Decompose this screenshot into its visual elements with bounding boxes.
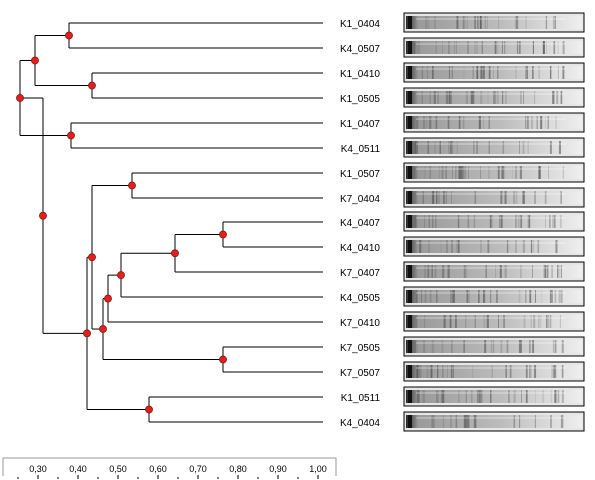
dendrogram-tree	[16, 22, 323, 423]
scale-tick-label: 0,30	[29, 464, 47, 474]
leaf-label: K7_0505	[340, 343, 380, 354]
cluster-node	[128, 181, 136, 190]
scale-tick-label: 0,70	[189, 464, 207, 474]
scale-tick-label: 0,80	[229, 464, 247, 474]
cluster-node	[31, 56, 39, 65]
gel-lane	[403, 311, 585, 332]
scale-tick-label: 0,40	[69, 464, 87, 474]
cluster-node	[67, 131, 75, 140]
leaf-label: K4_0505	[340, 293, 380, 304]
gel-lane	[403, 411, 585, 432]
leaf-label: K1_0404	[340, 19, 380, 30]
gel-lane	[403, 211, 585, 232]
gel-lane	[403, 236, 585, 257]
gel-lane	[403, 37, 585, 58]
gel-lane	[403, 336, 585, 357]
leaf-label: K7_0507	[340, 368, 380, 379]
cluster-node	[88, 253, 96, 262]
leaf-label: K4_0407	[340, 218, 380, 229]
scale-tick-label: 0,90	[269, 464, 287, 474]
leaf-label: K4_0410	[340, 243, 380, 254]
gel-lane	[403, 361, 585, 382]
cluster-node	[117, 271, 125, 280]
leaf-label: K1_0407	[340, 119, 380, 130]
scale-tick-label: 0,50	[109, 464, 127, 474]
leaf-label: K7_0407	[340, 268, 380, 279]
scale-frame	[2, 457, 337, 476]
gel-lane	[403, 112, 585, 133]
cluster-node	[65, 31, 73, 40]
leaf-label: K1_0505	[340, 94, 380, 105]
cluster-node	[171, 249, 179, 258]
leaf-label: K4_0507	[340, 44, 380, 55]
gel-lane	[403, 137, 585, 158]
scale-tick-label: 1,00	[309, 464, 327, 474]
cluster-node	[145, 405, 153, 414]
cluster-node	[99, 325, 107, 333]
gel-lane	[403, 87, 585, 108]
leaf-label: K4_0404	[340, 418, 380, 429]
gel-lane	[403, 386, 585, 407]
gel-lane	[403, 12, 585, 33]
similarity-scale: 0,30 0,40 0,50 0,60 0,70 0,80 0,90 1,00	[2, 457, 337, 479]
cluster-node	[16, 94, 24, 102]
scale-tick-label: 0,60	[149, 464, 167, 474]
cluster-node	[219, 355, 227, 364]
leaf-label: K1_0511	[341, 393, 381, 404]
gel-lanes	[403, 12, 585, 432]
gel-lane	[403, 187, 585, 208]
cluster-node	[88, 81, 96, 90]
cluster-node	[219, 230, 227, 239]
gel-lane	[403, 62, 585, 83]
gel-lane	[403, 261, 585, 282]
leaf-label: K1_0507	[340, 169, 380, 180]
leaf-label: K4_0511	[341, 144, 381, 155]
leaf-label: K1_0410	[340, 69, 380, 80]
leaf-label: K7_0410	[340, 318, 380, 329]
leaf-label: K7_0404	[340, 194, 380, 205]
cluster-node	[39, 211, 47, 220]
cluster-node	[104, 294, 112, 303]
cluster-node	[83, 329, 91, 338]
gel-lane	[403, 162, 585, 183]
gel-lane	[403, 286, 585, 307]
leaf-labels: K1_0404 K4_0507 K1_0410 K1_0505 K1_0407 K4_05…	[340, 19, 380, 429]
